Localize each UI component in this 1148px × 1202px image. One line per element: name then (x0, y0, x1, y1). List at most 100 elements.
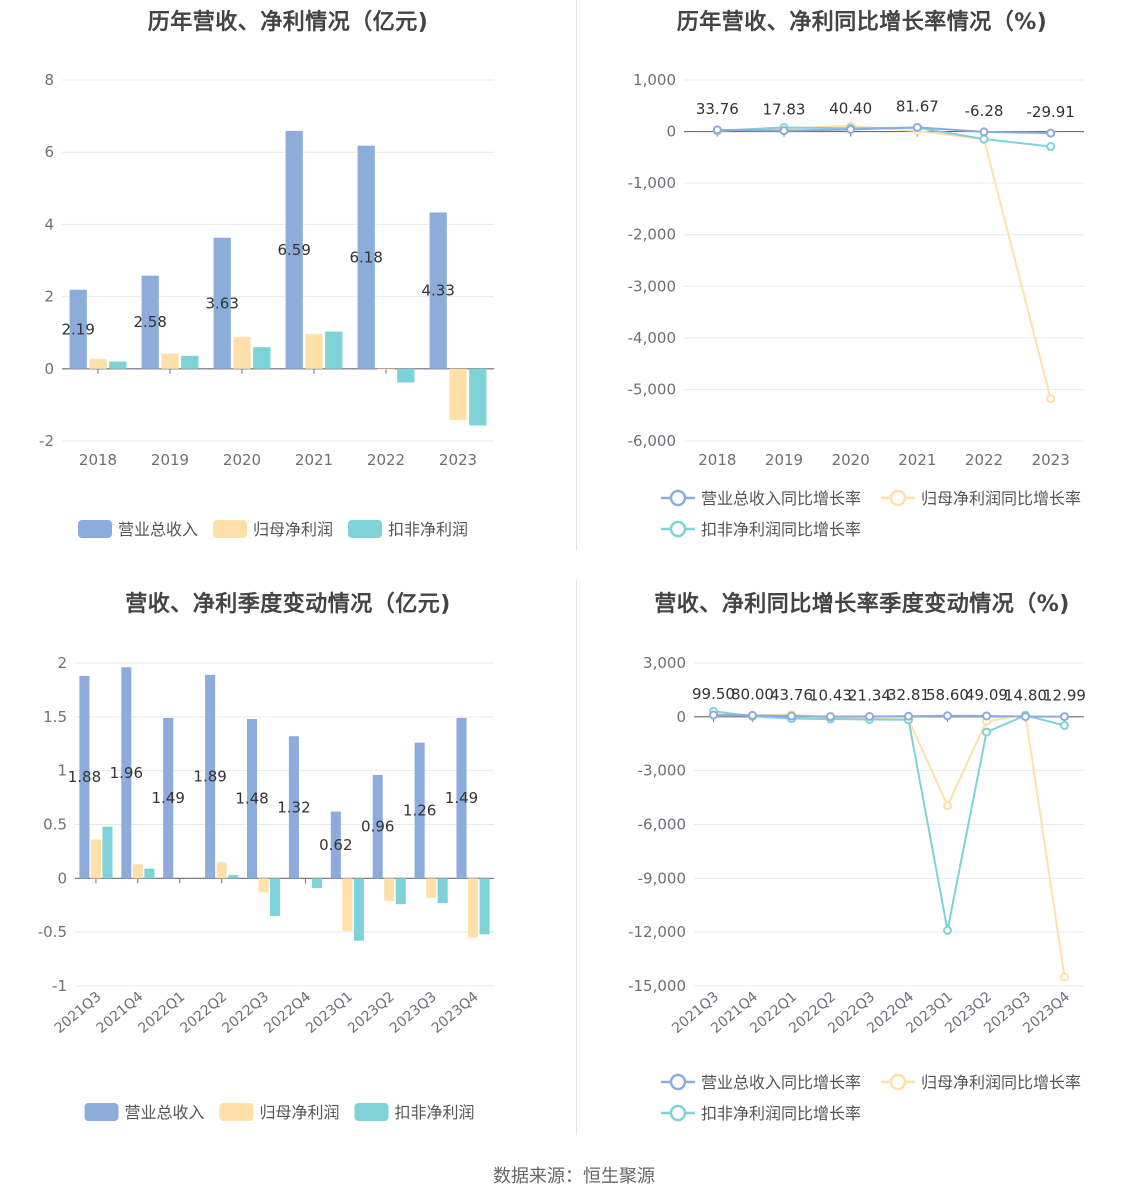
data-point (979, 127, 989, 137)
bar (109, 361, 127, 369)
data-label: 1.49 (445, 789, 478, 807)
data-label: 81.67 (896, 97, 939, 115)
data-label: 80.00 (731, 685, 774, 703)
bar (102, 826, 113, 879)
data-point (748, 710, 757, 720)
data-point (846, 124, 856, 134)
data-point (1046, 142, 1056, 152)
data-point (1046, 128, 1056, 138)
legend-label: 归母净利润同比增长率 (921, 1073, 1081, 1092)
quarterly-growth-chart-panel: 营收、净利同比增长率季度变动情况（%) 3,000 0 -3,000 -6,000 -9… (576, 580, 1148, 1150)
bar (395, 878, 406, 905)
bar (377, 368, 395, 370)
data-point (982, 711, 991, 721)
legend-swatch (354, 1103, 389, 1121)
legend-label: 营业总收入 (118, 520, 198, 539)
bar (69, 289, 87, 369)
quarterly-bar-chart-panel: 营收、净利季度变动情况（亿元) 2 1.5 1 0.5 0 -0.5 -1 2021Q3 202… (0, 580, 576, 1150)
y-tick-label: 1,000 (633, 71, 676, 89)
y-tick-label: 0 (676, 708, 686, 726)
data-label: 12.99 (1043, 687, 1086, 705)
data-label: 2.58 (133, 313, 166, 331)
y-tick-label: 0 (57, 869, 67, 887)
legend-label: 扣非净利润 (388, 520, 468, 539)
data-label: 14.80 (1004, 687, 1047, 705)
y-tick-label: -0.5 (38, 923, 67, 941)
y-tick-label: -3,000 (628, 277, 676, 295)
legend-marker (669, 1104, 687, 1122)
series-line (713, 714, 1065, 718)
y-tick-label: -9,000 (638, 869, 686, 887)
bar (479, 878, 490, 935)
data-label: 1.89 (193, 768, 226, 786)
y-tick-label: 0 (666, 123, 676, 141)
x-tick-label: 2021 (898, 451, 936, 469)
bar (469, 368, 487, 426)
data-point (1046, 394, 1056, 404)
data-label: 21.34 (848, 686, 891, 704)
quarterly-bar-chart: 21.510.50-0.5-12021Q32021Q42022Q12022Q22… (38, 654, 494, 1122)
quarterly-growth-line-chart: 3,0000-3,000-6,000-9,000-12,000-15,00020… (628, 654, 1086, 1123)
y-tick-label: -1 (52, 977, 67, 995)
legend-marker (889, 1073, 907, 1091)
y-tick-label: -5,000 (628, 380, 676, 398)
x-tick-label: 2019 (765, 451, 803, 469)
bar (397, 368, 415, 383)
x-tick-label: 2018 (698, 451, 736, 469)
x-tick-label: 2023Q4 (429, 989, 482, 1037)
x-tick-label: 2018 (79, 451, 117, 469)
legend-marker (889, 489, 907, 507)
data-point (1021, 712, 1030, 722)
data-label: -29.91 (1026, 103, 1074, 121)
data-label: 10.43 (809, 687, 852, 705)
data-label: 17.83 (763, 101, 806, 119)
y-tick-label: -1,000 (628, 174, 676, 192)
y-tick-label: 0 (44, 360, 54, 378)
divider (576, 580, 577, 1135)
bar (161, 353, 179, 369)
data-label: -6.28 (965, 102, 1004, 120)
legend-swatch (78, 520, 112, 538)
bar (141, 275, 159, 369)
y-tick-label: -2 (39, 432, 54, 450)
y-tick-label: 1.5 (43, 708, 67, 726)
legend-label: 营业总收入 (125, 1103, 205, 1122)
bar (79, 675, 90, 879)
y-tick-label: 6 (44, 143, 54, 161)
divider (576, 0, 577, 550)
data-label: 1.48 (235, 790, 268, 808)
y-tick-label: 8 (44, 71, 54, 89)
data-point (979, 134, 989, 144)
data-label: 58.60 (926, 686, 969, 704)
legend-swatch (84, 1103, 119, 1121)
bar (468, 878, 479, 938)
annual-growth-line-chart: 1,000 0 -1,000 -2,000 -3,000 -4,000 -5,000 -6,0… (628, 71, 1084, 539)
bar (89, 359, 107, 369)
series-line (717, 126, 1051, 135)
legend-label: 归母净利润 (253, 520, 333, 539)
bar (205, 674, 216, 879)
annual-bar-chart: 8 6 4 2 0 -2 2018 2019 2020 2021 2022 2023 2.19 2.58 3… (39, 71, 494, 539)
y-tick-label: 2 (44, 288, 54, 306)
data-label: 33.76 (696, 100, 739, 118)
y-tick-label: -2,000 (628, 226, 676, 244)
data-point (943, 925, 952, 935)
data-point (865, 711, 874, 721)
data-point (787, 711, 796, 721)
y-tick-label: -12,000 (628, 923, 686, 941)
x-tick-label: 2020 (832, 451, 870, 469)
chart-title: 营收、净利季度变动情况（亿元) (125, 592, 451, 617)
x-tick-label: 2019 (151, 451, 189, 469)
bar (253, 347, 271, 369)
data-point (709, 710, 718, 720)
bar (330, 811, 341, 879)
legend-label: 归母净利润 (260, 1103, 340, 1122)
y-tick-label: 3,000 (643, 654, 686, 672)
legend-marker (669, 520, 687, 538)
data-point (779, 126, 789, 136)
y-tick-label: -4,000 (628, 329, 676, 347)
data-label: 3.63 (205, 294, 238, 312)
series-line (717, 124, 1052, 399)
bar (144, 868, 155, 879)
y-tick-label: -6,000 (638, 816, 686, 834)
